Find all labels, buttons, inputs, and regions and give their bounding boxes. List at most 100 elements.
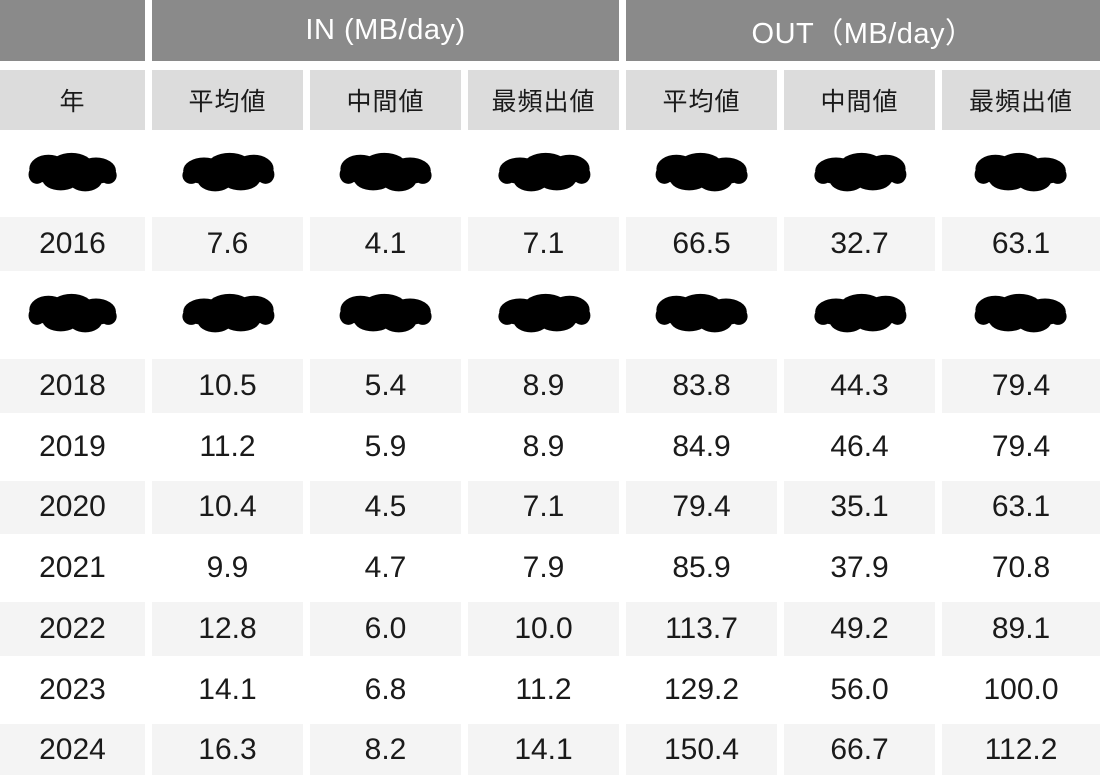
value-cell: 10.0 — [468, 602, 627, 664]
redaction-scribble-icon — [28, 294, 117, 333]
value-cell: 89.1 — [942, 602, 1100, 664]
year-cell — [0, 278, 152, 359]
year-cell: 2016 — [0, 217, 152, 279]
redaction-scribble-icon — [497, 294, 590, 333]
value-cell: 112.2 — [942, 724, 1100, 775]
value-cell: 113.7 — [626, 602, 785, 664]
value-cell: 7.1 — [468, 217, 627, 279]
value-cell: 9.9 — [152, 541, 310, 603]
value-cell — [942, 137, 1100, 218]
value-cell: 83.8 — [626, 358, 785, 420]
value-cell: 14.1 — [468, 724, 627, 775]
value-cell: 35.1 — [784, 480, 943, 542]
value-cell: 79.4 — [942, 419, 1100, 481]
redaction-scribble-icon — [181, 294, 274, 333]
value-cell: 4.1 — [310, 217, 468, 279]
value-cell: 84.9 — [626, 419, 785, 481]
value-cell — [468, 137, 627, 218]
year-cell: 2023 — [0, 663, 152, 725]
redaction-scribble-icon — [497, 152, 590, 192]
value-cell: 6.0 — [310, 602, 468, 664]
value-cell: 5.9 — [310, 419, 468, 481]
value-cell: 4.5 — [310, 480, 468, 542]
value-cell — [310, 278, 468, 359]
year-cell: 2024 — [0, 724, 152, 775]
out-mean-column-header: 平均値 — [626, 70, 785, 137]
out-median-column-header: 中間値 — [784, 70, 943, 137]
value-cell — [310, 137, 468, 218]
in-mode-column-header: 最頻出値 — [468, 70, 627, 137]
value-cell: 4.7 — [310, 541, 468, 603]
value-cell: 10.4 — [152, 480, 310, 542]
value-cell: 44.3 — [784, 358, 943, 420]
value-cell — [784, 137, 943, 218]
value-cell — [942, 278, 1100, 359]
value-cell: 12.8 — [152, 602, 310, 664]
value-cell: 7.1 — [468, 480, 627, 542]
redaction-scribble-icon — [655, 294, 748, 333]
value-cell — [152, 137, 310, 218]
value-cell: 5.4 — [310, 358, 468, 420]
value-cell: 150.4 — [626, 724, 785, 775]
table-row — [0, 137, 1100, 218]
column-header-row: 年 平均値 中間値 最頻出値 平均値 中間値 最頻出値 — [0, 70, 1100, 137]
value-cell: 70.8 — [942, 541, 1100, 603]
value-cell: 8.9 — [468, 419, 627, 481]
value-cell — [468, 278, 627, 359]
value-cell: 66.7 — [784, 724, 943, 775]
table-row — [0, 278, 1100, 359]
redaction-scribble-icon — [974, 294, 1067, 333]
value-cell — [626, 278, 785, 359]
table-row: 2016 7.6 4.1 7.1 66.5 32.7 63.1 — [0, 217, 1100, 279]
value-cell: 10.5 — [152, 358, 310, 420]
value-cell: 8.9 — [468, 358, 627, 420]
value-cell: 14.1 — [152, 663, 310, 725]
table-row: 2023 14.1 6.8 11.2 129.2 56.0 100.0 — [0, 663, 1100, 725]
redaction-scribble-icon — [339, 294, 432, 333]
table-row: 2024 16.3 8.2 14.1 150.4 66.7 112.2 — [0, 724, 1100, 775]
value-cell: 37.9 — [784, 541, 943, 603]
out-group-header: OUT（MB/day） — [626, 0, 1100, 70]
value-cell: 100.0 — [942, 663, 1100, 725]
value-cell: 129.2 — [626, 663, 785, 725]
value-cell: 8.2 — [310, 724, 468, 775]
table-row: 2020 10.4 4.5 7.1 79.4 35.1 63.1 — [0, 480, 1100, 542]
table-body: 2016 7.6 4.1 7.1 66.5 32.7 63.1 — [0, 137, 1100, 775]
in-group-header: IN (MB/day) — [152, 0, 627, 70]
value-cell: 7.9 — [468, 541, 627, 603]
value-cell: 46.4 — [784, 419, 943, 481]
value-cell: 49.2 — [784, 602, 943, 664]
year-column-header: 年 — [0, 70, 152, 137]
in-median-column-header: 中間値 — [310, 70, 468, 137]
value-cell: 79.4 — [942, 358, 1100, 420]
year-cell: 2021 — [0, 541, 152, 603]
table-row: 2022 12.8 6.0 10.0 113.7 49.2 89.1 — [0, 602, 1100, 664]
value-cell: 32.7 — [784, 217, 943, 279]
group-header-row: IN (MB/day) OUT（MB/day） — [0, 0, 1100, 70]
value-cell: 66.5 — [626, 217, 785, 279]
corner-cell — [0, 0, 152, 70]
year-cell: 2019 — [0, 419, 152, 481]
value-cell: 7.6 — [152, 217, 310, 279]
value-cell: 6.8 — [310, 663, 468, 725]
redaction-scribble-icon — [655, 152, 748, 192]
year-cell: 2022 — [0, 602, 152, 664]
redaction-scribble-icon — [181, 152, 274, 192]
value-cell: 63.1 — [942, 480, 1100, 542]
value-cell: 63.1 — [942, 217, 1100, 279]
value-cell — [152, 278, 310, 359]
redaction-scribble-icon — [28, 152, 117, 192]
table-row: 2019 11.2 5.9 8.9 84.9 46.4 79.4 — [0, 419, 1100, 481]
out-mode-column-header: 最頻出値 — [942, 70, 1100, 137]
value-cell: 11.2 — [468, 663, 627, 725]
year-cell — [0, 137, 152, 218]
value-cell: 16.3 — [152, 724, 310, 775]
table-row: 2021 9.9 4.7 7.9 85.9 37.9 70.8 — [0, 541, 1100, 603]
value-cell — [784, 278, 943, 359]
value-cell: 85.9 — [626, 541, 785, 603]
redaction-scribble-icon — [813, 294, 906, 333]
value-cell: 11.2 — [152, 419, 310, 481]
year-cell: 2018 — [0, 358, 152, 420]
